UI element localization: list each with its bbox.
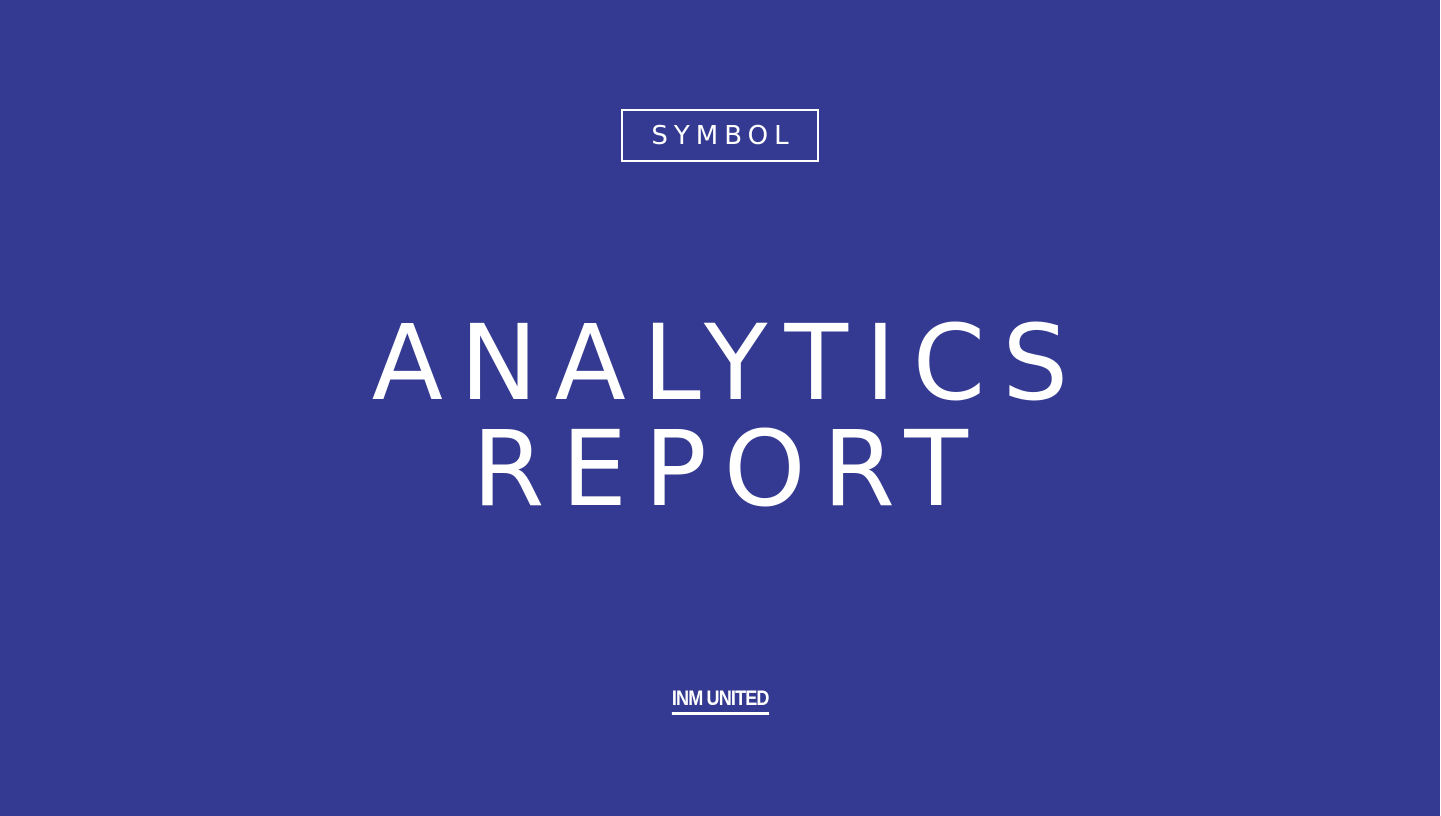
title-line-1: ANALYTICS xyxy=(371,302,1086,424)
report-title: ANALYTICS REPORT xyxy=(0,310,1440,522)
symbol-logo: SYMBOL xyxy=(621,109,819,162)
title-line-2: REPORT xyxy=(472,408,985,530)
inm-united-logo: INM UNITED xyxy=(0,688,1440,715)
inm-united-logo-text: INM UNITED xyxy=(671,688,769,715)
